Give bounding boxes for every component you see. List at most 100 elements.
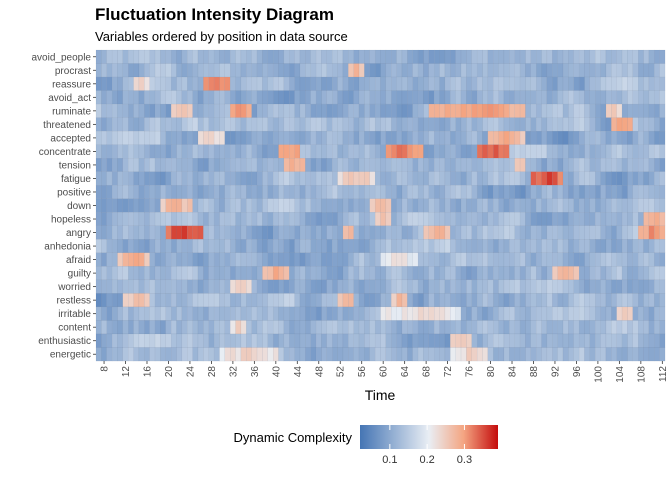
heatmap-cell: [632, 90, 639, 105]
heatmap-cell: [256, 266, 263, 281]
heatmap-cell: [154, 117, 161, 132]
heatmap-cell: [487, 198, 494, 213]
heatmap-cell: [337, 103, 344, 118]
heatmap-cell: [160, 212, 166, 226]
heatmap-cell: [353, 239, 360, 254]
heatmap-cell: [552, 239, 558, 254]
heatmap-cell: [509, 103, 515, 118]
heatmap-cell: [208, 266, 215, 281]
heatmap-cell: [305, 76, 311, 91]
heatmap-cell: [374, 103, 381, 118]
heatmap-cell: [439, 293, 446, 308]
heatmap-cell: [208, 76, 215, 91]
heatmap-cell: [176, 90, 183, 105]
heatmap-cell: [460, 252, 467, 267]
heatmap-cell: [117, 306, 124, 321]
heatmap-cell: [568, 239, 574, 254]
heatmap-cell: [482, 49, 489, 64]
heatmap-cell: [493, 185, 499, 199]
heatmap-cell: [412, 239, 419, 254]
heatmap-cell: [396, 252, 403, 267]
heatmap-cell: [283, 76, 290, 91]
heatmap-cell: [197, 293, 204, 308]
heatmap-cell: [138, 306, 145, 321]
heatmap-cell: [428, 130, 435, 145]
heatmap-cell: [310, 103, 317, 118]
heatmap-cell: [562, 130, 569, 145]
heatmap-cell: [482, 76, 489, 91]
heatmap-cell: [482, 130, 489, 145]
heatmap-cell: [514, 333, 521, 348]
heatmap-cell: [600, 49, 607, 64]
legend-title: Dynamic Complexity: [234, 430, 353, 445]
heatmap-cell: [530, 144, 537, 159]
heatmap-cell: [509, 158, 515, 172]
heatmap-cell: [283, 198, 290, 213]
heatmap-cell: [230, 185, 236, 199]
heatmap-cell: [144, 76, 150, 91]
heatmap-cell: [117, 76, 124, 91]
heatmap-cell: [353, 90, 360, 105]
heatmap-cell: [562, 158, 569, 172]
heatmap-cell: [434, 49, 440, 64]
heatmap-cell: [122, 239, 129, 254]
heatmap-cell: [434, 347, 440, 362]
heatmap-cell: [584, 306, 591, 321]
heatmap-cell: [332, 63, 338, 78]
heatmap-cell: [541, 117, 548, 132]
heatmap-cell: [412, 333, 419, 348]
heatmap-cell: [337, 90, 344, 105]
heatmap-cell: [541, 239, 548, 254]
heatmap-cell: [605, 90, 612, 105]
heatmap-cell: [385, 49, 392, 64]
heatmap-cell: [487, 225, 494, 240]
heatmap-cell: [498, 225, 505, 240]
heatmap-cell: [514, 293, 521, 308]
heatmap-cell: [374, 293, 381, 308]
heatmap-cell: [213, 158, 220, 172]
heatmap-cell: [154, 347, 161, 362]
heatmap-cell: [595, 90, 601, 105]
heatmap-cell: [208, 185, 215, 199]
heatmap-cell: [519, 144, 526, 159]
heatmap-cell: [509, 49, 515, 64]
heatmap-cell: [444, 90, 451, 105]
heatmap-cell: [562, 293, 569, 308]
heatmap-cell: [412, 266, 419, 281]
heatmap-cell: [503, 103, 510, 118]
heatmap-cell: [348, 185, 354, 199]
heatmap-cell: [396, 239, 403, 254]
heatmap-cell: [509, 293, 515, 308]
heatmap-cell: [632, 158, 639, 172]
heatmap-cell: [536, 266, 542, 281]
heatmap-cell: [187, 90, 193, 105]
heatmap-cell: [111, 185, 118, 199]
heatmap-cell: [315, 76, 322, 91]
heatmap-cell: [272, 49, 279, 64]
heatmap-cell: [627, 185, 633, 199]
heatmap-cell: [224, 90, 231, 105]
heatmap-cell: [450, 239, 456, 254]
heatmap-cell: [638, 252, 644, 267]
heatmap-cell: [525, 144, 531, 159]
heatmap-cell: [321, 266, 328, 281]
heatmap-cell: [450, 320, 456, 335]
legend-tick-label: 0.3: [457, 454, 472, 466]
heatmap-cell: [176, 320, 183, 335]
heatmap-cell: [267, 171, 274, 186]
heatmap-cell: [605, 144, 612, 159]
heatmap-cell: [466, 185, 472, 199]
heatmap-cell: [122, 225, 129, 240]
heatmap-cell: [305, 103, 311, 118]
heatmap-cell: [219, 90, 226, 105]
heatmap-cell: [160, 347, 166, 362]
heatmap-cell: [439, 225, 446, 240]
heatmap-cell: [611, 185, 617, 199]
heatmap-cell: [262, 198, 268, 213]
heatmap-cell: [106, 333, 113, 348]
heatmap-cell: [144, 239, 150, 254]
heatmap-cell: [310, 279, 317, 294]
heatmap-cell: [439, 212, 446, 226]
heatmap-cell: [154, 103, 161, 118]
heatmap-cell: [128, 266, 134, 281]
